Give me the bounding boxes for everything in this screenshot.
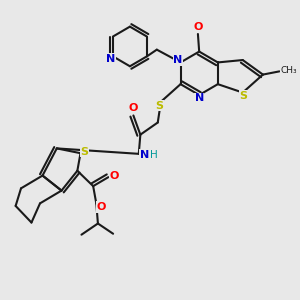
Text: H: H (150, 150, 158, 160)
Text: N: N (140, 150, 149, 160)
Text: S: S (80, 147, 88, 157)
Text: O: O (129, 103, 138, 113)
Text: CH₃: CH₃ (280, 66, 297, 75)
Text: O: O (193, 22, 203, 32)
Text: S: S (239, 91, 247, 101)
Text: O: O (97, 202, 106, 212)
Text: N: N (195, 93, 204, 103)
Text: N: N (106, 54, 115, 64)
Text: S: S (156, 100, 164, 111)
Text: N: N (173, 55, 183, 65)
Text: O: O (110, 171, 119, 181)
